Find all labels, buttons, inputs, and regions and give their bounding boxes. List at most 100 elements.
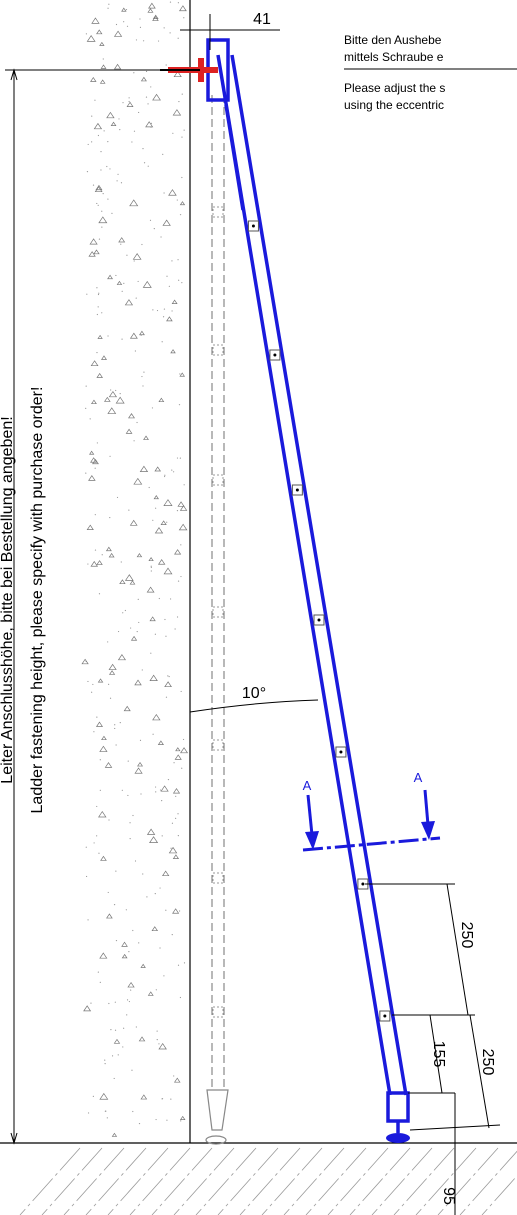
aggregate <box>90 560 99 567</box>
aggregate <box>106 913 113 919</box>
grain <box>167 675 169 677</box>
grain <box>97 971 99 973</box>
aggregate <box>115 396 125 404</box>
grain <box>183 17 185 19</box>
grain <box>178 910 181 912</box>
grain <box>161 341 163 343</box>
right-dimensions <box>365 883 501 1215</box>
aggregate <box>100 855 107 861</box>
aggregate <box>98 810 107 818</box>
aggregate <box>179 372 186 377</box>
grain <box>167 778 170 781</box>
grain <box>160 236 162 238</box>
grain <box>97 306 99 308</box>
grain <box>114 727 116 730</box>
grain <box>168 285 170 287</box>
grain <box>107 335 109 337</box>
grain <box>98 238 101 240</box>
grain <box>158 1043 160 1045</box>
grain <box>128 100 130 103</box>
aggregate <box>179 1115 186 1120</box>
section-label: A <box>303 778 312 793</box>
grain <box>96 805 98 808</box>
hatch-line <box>371 1147 433 1215</box>
hatch-line <box>217 1147 279 1215</box>
aggregate <box>157 740 164 745</box>
grain <box>98 852 100 854</box>
aggregate <box>148 2 156 9</box>
grain <box>123 21 125 23</box>
grain <box>165 635 167 637</box>
grain <box>116 180 118 182</box>
aggregate <box>101 735 107 741</box>
grain <box>87 143 89 146</box>
grain <box>114 1001 116 1003</box>
grain <box>156 1038 158 1041</box>
grain <box>108 819 110 821</box>
grain <box>154 892 156 895</box>
grain <box>181 93 183 95</box>
grain <box>115 744 117 746</box>
grain <box>92 1095 94 1097</box>
grain <box>141 669 143 671</box>
grain <box>110 389 112 391</box>
grain <box>175 817 177 819</box>
aggregate <box>154 527 164 534</box>
grain <box>92 184 95 186</box>
grain <box>177 964 180 966</box>
grain <box>171 260 173 262</box>
grain <box>97 134 100 137</box>
grain <box>179 214 182 216</box>
wall-anchor <box>160 58 218 82</box>
hatch-line <box>415 1147 477 1215</box>
grain <box>85 33 87 35</box>
grain <box>131 141 133 143</box>
grain <box>93 731 95 733</box>
grain <box>122 1046 124 1048</box>
aggregate <box>174 549 182 555</box>
grain <box>85 407 87 409</box>
grain <box>139 26 142 28</box>
grain <box>114 1029 117 1031</box>
grain <box>150 565 152 567</box>
aggregate <box>127 981 135 988</box>
grain <box>181 282 183 284</box>
grain <box>145 70 148 73</box>
grain <box>104 1063 106 1065</box>
height-dimension <box>5 68 165 1145</box>
grain <box>97 204 99 206</box>
grain <box>174 628 176 630</box>
grain <box>147 103 149 105</box>
folded-rungs <box>212 206 224 1018</box>
grain <box>133 72 135 74</box>
concrete-texture <box>81 1 189 1137</box>
hatch-line <box>261 1147 323 1215</box>
grain <box>94 99 96 101</box>
grain <box>176 457 179 459</box>
grain <box>100 169 102 171</box>
folded-rung <box>212 1006 224 1018</box>
grain <box>131 1069 133 1071</box>
aggregate <box>147 991 154 996</box>
grain <box>183 129 185 131</box>
grain <box>134 350 137 352</box>
grain <box>85 385 87 387</box>
grain <box>130 989 132 991</box>
grain <box>163 192 165 194</box>
grain <box>87 563 89 565</box>
grain <box>132 814 134 817</box>
grain <box>108 683 110 685</box>
grain <box>108 3 110 5</box>
aggregate <box>108 670 116 675</box>
aggregate <box>125 428 133 434</box>
aggregate <box>149 836 159 843</box>
rung-hole <box>317 618 321 622</box>
grain <box>173 1075 175 1077</box>
grain <box>147 165 149 167</box>
aggregate <box>166 316 173 322</box>
angle-arc <box>189 699 319 713</box>
grain <box>133 130 136 132</box>
rung-hole <box>339 750 343 754</box>
dimension-label: 250 <box>458 922 475 949</box>
grain <box>163 308 166 310</box>
